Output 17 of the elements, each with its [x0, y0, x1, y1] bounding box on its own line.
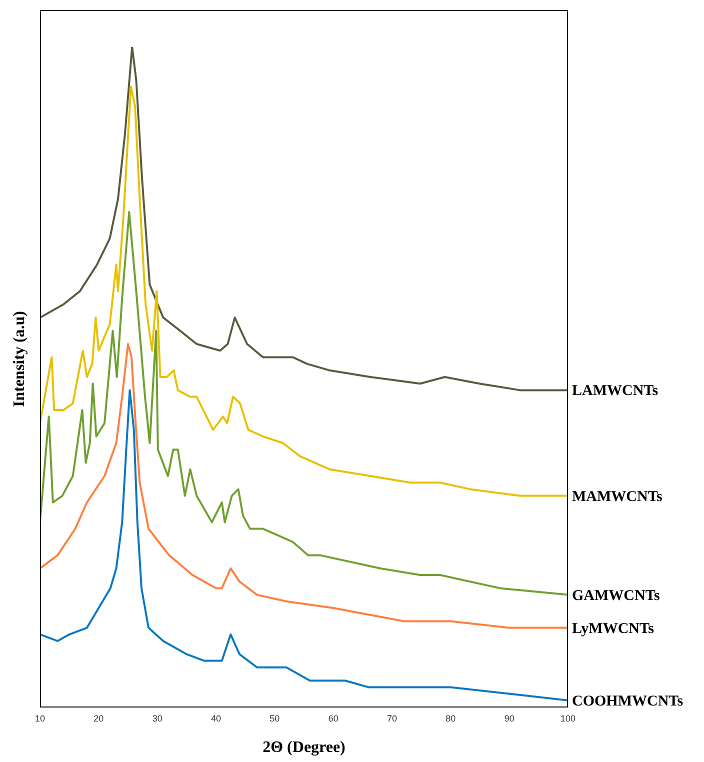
x-tick-label: 90: [504, 713, 514, 724]
series-label: GAMWCNTs: [572, 588, 660, 604]
series-label: COOHMWCNTs: [572, 693, 684, 710]
x-tick-label: 20: [94, 713, 104, 724]
x-tick-label: 40: [210, 713, 222, 724]
x-axis-title: 2Θ (Degree): [262, 739, 346, 756]
series-label: LAMWCNTs: [572, 383, 658, 400]
x-tick-label: 100: [560, 713, 576, 724]
x-tick-label: 30: [152, 713, 162, 724]
x-tick-label: 50: [270, 713, 280, 724]
x-tick-label: 10: [34, 713, 46, 724]
x-tick-label: 60: [328, 713, 338, 724]
x-tick-label: 70: [386, 713, 398, 724]
x-tick-label: 80: [446, 713, 456, 724]
series-label: LyMWCNTs: [572, 620, 654, 637]
series-label: MAMWCNTs: [572, 488, 662, 505]
y-axis-title: Intensity (a.u): [11, 310, 29, 407]
